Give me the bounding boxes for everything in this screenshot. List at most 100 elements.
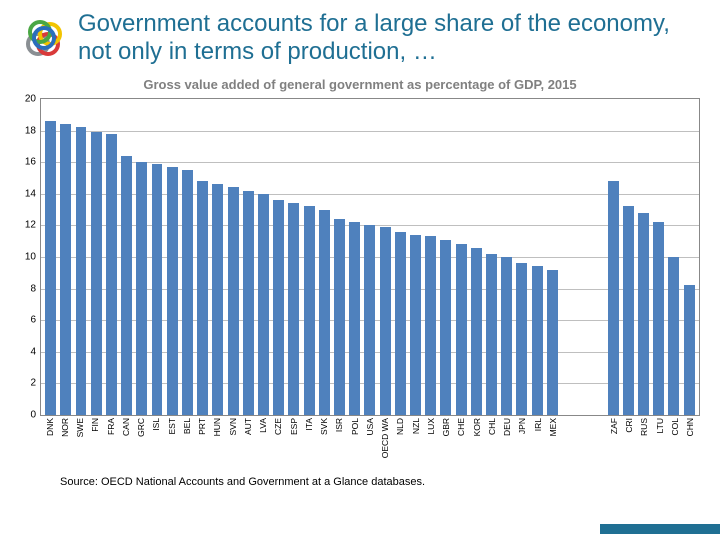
x-axis-label: JPN: [517, 418, 527, 434]
bar-slot: [499, 99, 514, 415]
bar-slot: [636, 99, 651, 415]
bar-slot: [286, 99, 301, 415]
bar: [516, 263, 527, 415]
bar: [273, 200, 284, 415]
x-axis-label: NOR: [60, 418, 70, 437]
bar-slot: [377, 99, 392, 415]
bar: [440, 240, 451, 415]
y-axis-tick: 8: [30, 283, 36, 294]
x-axis-label: FRA: [106, 418, 116, 435]
x-axis-label: DNK: [45, 418, 55, 436]
bar: [395, 232, 406, 415]
x-axis-label: CHN: [685, 418, 695, 436]
bar-slot: [58, 99, 73, 415]
y-axis-tick: 18: [25, 125, 36, 136]
bar: [471, 248, 482, 415]
x-axis-label: SWE: [75, 418, 85, 437]
x-axis-label: GBR: [441, 418, 451, 436]
x-axis-label: PRT: [197, 418, 207, 435]
bar-slot: [180, 99, 195, 415]
bar: [212, 184, 223, 415]
bar: [334, 219, 345, 415]
bar: [197, 181, 208, 415]
y-axis-tick: 14: [25, 188, 36, 199]
y-axis-tick: 4: [30, 346, 36, 357]
bar-slot: [347, 99, 362, 415]
x-axis-label: GRC: [136, 418, 146, 437]
bar-slot: [73, 99, 88, 415]
source-text: Source: OECD National Accounts and Gover…: [60, 476, 720, 488]
bar: [136, 162, 147, 415]
bar-slot: [393, 99, 408, 415]
x-axis-label: KOR: [472, 418, 482, 436]
y-axis-tick: 20: [25, 94, 36, 105]
x-axis-label: USA: [365, 418, 375, 435]
bar-slot: [43, 99, 58, 415]
x-axis-label: POL: [350, 418, 360, 435]
x-axis-label: DEU: [502, 418, 512, 436]
x-axis-label: IRL: [533, 418, 543, 431]
x-axis-label: SVN: [228, 418, 238, 435]
bar: [547, 270, 558, 415]
bar-slot: [408, 99, 423, 415]
bar-slot: [651, 99, 666, 415]
bar-slot: [317, 99, 332, 415]
bar-slot: [165, 99, 180, 415]
bar-slot: [621, 99, 636, 415]
bar-slot: [484, 99, 499, 415]
x-axis-label: SVK: [319, 418, 329, 435]
bar-slot: [104, 99, 119, 415]
bar: [304, 206, 315, 415]
bar: [182, 170, 193, 415]
bar-slot: [256, 99, 271, 415]
bar: [684, 285, 695, 415]
x-axis-label: BEL: [182, 418, 192, 434]
x-axis-label: FIN: [90, 418, 100, 432]
bar-slot: [195, 99, 210, 415]
bar: [653, 222, 664, 415]
x-axis-label: AUT: [243, 418, 253, 435]
bar-slot: [453, 99, 468, 415]
bar: [668, 257, 679, 415]
bar-slot: [241, 99, 256, 415]
bar-slot: [545, 99, 560, 415]
x-axis-label: NLD: [395, 418, 405, 435]
bar-slot: [666, 99, 681, 415]
bar: [258, 194, 269, 415]
bar-slot: [530, 99, 545, 415]
bar-slot: [210, 99, 225, 415]
x-axis-label: COL: [670, 418, 680, 435]
x-axis-label: HUN: [212, 418, 222, 436]
x-axis-label: NZL: [411, 418, 421, 434]
bar: [106, 134, 117, 415]
bar: [91, 132, 102, 415]
bar: [228, 187, 239, 415]
y-axis-tick: 0: [30, 410, 36, 421]
bar: [425, 236, 436, 415]
x-axis-label: OECD WA: [380, 418, 390, 458]
x-axis-label: CHE: [456, 418, 466, 436]
bar-slot: [606, 99, 621, 415]
bar: [623, 206, 634, 415]
bar-slot: [438, 99, 453, 415]
bar: [456, 244, 467, 415]
bar-slot: [514, 99, 529, 415]
x-axis-label: ISL: [151, 418, 161, 431]
bar-slot: [134, 99, 149, 415]
bar: [380, 227, 391, 415]
y-axis-tick: 12: [25, 220, 36, 231]
bar-slot: [225, 99, 240, 415]
bar-slot: [682, 99, 697, 415]
y-axis-tick: 2: [30, 378, 36, 389]
bar: [243, 191, 254, 415]
bar-slot: [271, 99, 286, 415]
x-axis-label: ZAF: [609, 418, 619, 434]
x-axis-label: RUS: [639, 418, 649, 436]
x-axis-label: EST: [167, 418, 177, 435]
bar-slot: [332, 99, 347, 415]
x-axis-label: CRI: [624, 418, 634, 433]
x-axis-label: ITA: [304, 418, 314, 431]
x-axis-label: MEX: [548, 418, 558, 436]
x-axis-label: LUX: [426, 418, 436, 435]
bar: [167, 167, 178, 415]
